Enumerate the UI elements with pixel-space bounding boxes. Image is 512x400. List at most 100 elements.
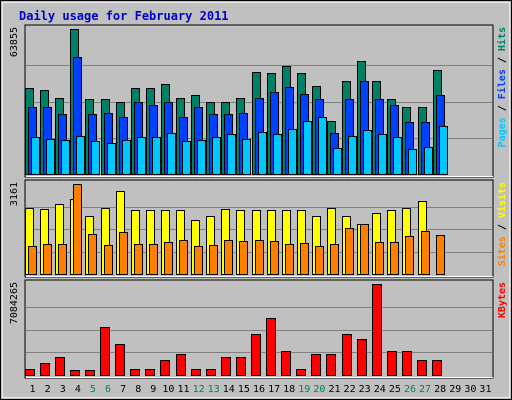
bar-sites-day-14 <box>224 240 233 275</box>
day-label-2: 2 <box>45 384 51 395</box>
legend-separator: / <box>497 218 508 236</box>
bar-pages-day-25 <box>393 137 402 175</box>
bar-pages-day-9 <box>152 137 161 175</box>
day-label-6: 6 <box>105 384 111 395</box>
bar-sites-day-12 <box>194 246 203 275</box>
bar-pages-day-19 <box>303 121 312 175</box>
bar-sites-day-7 <box>119 232 128 275</box>
bar-pages-day-23 <box>363 130 372 175</box>
bar-pages-day-16 <box>258 132 267 175</box>
day-label-10: 10 <box>162 384 174 395</box>
bar-sites-day-13 <box>209 245 218 275</box>
bar-sites-day-17 <box>270 241 279 275</box>
bar-kbytes-day-6 <box>100 327 110 376</box>
day-label-25: 25 <box>389 384 401 395</box>
bar-pages-day-18 <box>288 129 297 175</box>
day-label-14: 14 <box>223 384 235 395</box>
bar-sites-day-24 <box>375 242 384 275</box>
day-label-23: 23 <box>359 384 371 395</box>
bar-kbytes-day-4 <box>70 370 80 376</box>
bar-kbytes-day-8 <box>130 369 140 376</box>
bar-pages-day-12 <box>197 140 206 175</box>
day-label-15: 15 <box>238 384 250 395</box>
legend-entry-pages: Pages <box>497 117 508 147</box>
bar-kbytes-day-15 <box>236 357 246 376</box>
legend-entry-visits: Visits <box>496 182 508 218</box>
day-label-4: 4 <box>75 384 81 395</box>
day-label-16: 16 <box>253 384 265 395</box>
bar-pages-day-6 <box>107 143 116 175</box>
bar-kbytes-day-14 <box>221 357 231 376</box>
bar-pages-day-20 <box>318 117 327 175</box>
day-label-31: 31 <box>479 384 491 395</box>
bar-kbytes-day-27 <box>417 360 427 376</box>
bar-kbytes-day-26 <box>402 351 412 376</box>
day-label-24: 24 <box>374 384 386 395</box>
chart-panels: 63855 Pages / Files / Hits 3161 Sites / Vis… <box>9 24 508 379</box>
day-label-8: 8 <box>135 384 141 395</box>
day-label-18: 18 <box>283 384 295 395</box>
bar-kbytes-day-2 <box>40 363 50 376</box>
bar-pages-day-3 <box>61 140 70 175</box>
bar-kbytes-day-7 <box>115 344 125 376</box>
bar-sites-day-4 <box>73 184 82 275</box>
bar-sites-day-15 <box>239 241 248 275</box>
day-label-11: 11 <box>177 384 189 395</box>
y-max-label: 7084265 <box>9 282 20 324</box>
bar-sites-day-21 <box>330 244 339 275</box>
y-max-label: 3161 <box>9 182 20 206</box>
bar-pages-day-13 <box>212 137 221 175</box>
day-label-17: 17 <box>268 384 280 395</box>
bar-kbytes-day-24 <box>372 284 382 376</box>
legend-entry-kbytes: KBytes <box>497 282 508 318</box>
day-label-19: 19 <box>298 384 310 395</box>
bar-sites-day-9 <box>149 244 158 275</box>
legend-separator: / <box>497 99 508 117</box>
day-label-9: 9 <box>150 384 156 395</box>
legend-kbytes: KBytes <box>497 282 508 318</box>
day-label-26: 26 <box>404 384 416 395</box>
day-label-12: 12 <box>193 384 205 395</box>
bar-kbytes-day-16 <box>251 334 261 376</box>
bar-sites-day-26 <box>405 236 414 275</box>
bar-kbytes-day-9 <box>145 369 155 376</box>
panel-kbytes: 7084265 KBytes <box>9 279 508 379</box>
legend-entry-sites: Sites <box>496 236 508 266</box>
bar-sites-day-23 <box>360 224 369 275</box>
bar-kbytes-day-25 <box>387 351 397 376</box>
bar-kbytes-day-18 <box>281 351 291 376</box>
bar-kbytes-day-19 <box>296 369 306 376</box>
bar-kbytes-day-3 <box>55 357 65 376</box>
bar-pages-day-4 <box>76 136 85 175</box>
bar-kbytes-day-1 <box>25 369 35 376</box>
bar-sites-day-20 <box>315 246 324 275</box>
day-label-27: 27 <box>419 384 431 395</box>
panel-hits-files-pages: 63855 Pages / Files / Hits <box>9 24 508 178</box>
bar-sites-day-28 <box>436 235 445 275</box>
bar-pages-day-10 <box>167 133 176 175</box>
bar-pages-day-11 <box>182 141 191 175</box>
bar-kbytes-day-21 <box>326 354 336 376</box>
bar-pages-day-24 <box>378 134 387 175</box>
day-label-13: 13 <box>208 384 220 395</box>
legend-hits-files-pages: Pages / Files / Hits <box>496 27 508 147</box>
day-label-22: 22 <box>344 384 356 395</box>
day-label-3: 3 <box>60 384 66 395</box>
bar-kbytes-day-11 <box>176 354 186 376</box>
bar-sites-day-3 <box>58 244 67 275</box>
bar-sites-day-11 <box>179 240 188 275</box>
bar-sites-day-10 <box>164 242 173 275</box>
bar-sites-day-6 <box>104 245 113 275</box>
bar-sites-day-1 <box>28 246 37 275</box>
bar-kbytes-day-23 <box>357 339 367 376</box>
bar-pages-day-26 <box>408 149 417 175</box>
bars-visits-sites <box>25 184 445 275</box>
bar-sites-day-8 <box>134 244 143 275</box>
day-label-5: 5 <box>90 384 96 395</box>
bar-pages-day-7 <box>122 140 131 175</box>
bar-kbytes-day-12 <box>191 369 201 376</box>
bar-pages-day-2 <box>46 139 55 175</box>
bar-sites-day-18 <box>285 244 294 275</box>
